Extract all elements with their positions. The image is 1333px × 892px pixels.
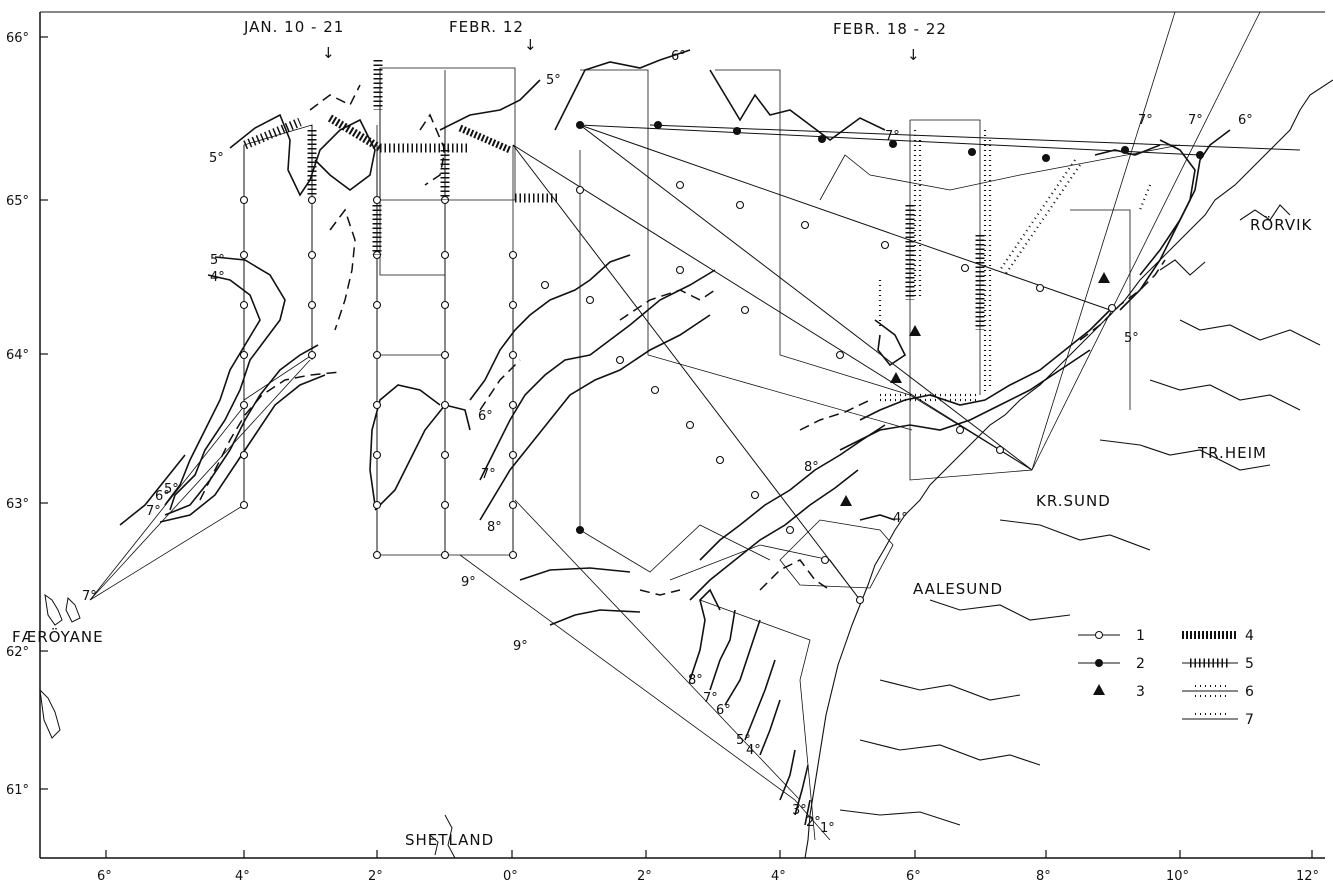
isotherm-label: 7°: [82, 589, 97, 604]
faroe-islands: [39, 593, 81, 739]
isotherm-label: 6°: [155, 489, 170, 504]
lon-label-8e: 8°: [1036, 869, 1051, 884]
place-label-aalesund: AALESUND: [913, 580, 1003, 598]
axis-ticks: [40, 36, 1313, 858]
lon-label-0: 0°: [503, 869, 518, 884]
lat-label-62: 62°: [6, 645, 29, 660]
isotherm-label: 9°: [461, 575, 476, 590]
isotherm-label: 3°: [792, 803, 807, 818]
lat-label-65: 65°: [6, 194, 29, 209]
isotherm-label: 5°: [164, 482, 179, 497]
isotherm-label: 6°: [716, 703, 731, 718]
place-label-krsund: KR.SUND: [1036, 492, 1111, 510]
lat-label-66: 66°: [6, 31, 29, 46]
legend-label-5: 5: [1245, 656, 1254, 672]
isotherm-label: 5°: [1124, 331, 1139, 346]
longitude-labels: 6° 4° 2° 0° 2° 4° 6° 8° 10° 12°: [97, 869, 1319, 884]
isotherm-label: 8°: [688, 673, 703, 688]
lon-label-6w: 6°: [97, 869, 112, 884]
isotherm-labels: 5° 6° 7° 7° 7° 6° 5° 5° 4° 5° 6° 7° 7° 6…: [82, 49, 1253, 836]
period-arrow-jan: ↓: [322, 44, 336, 62]
lon-label-2w: 2°: [368, 869, 383, 884]
isotherm-label: 5°: [209, 151, 224, 166]
cruise-tracks: [89, 11, 1261, 841]
isotherm-label: 7°: [1138, 113, 1153, 128]
map-frame: [39, 11, 1325, 859]
dotted-tracks: [878, 130, 1152, 402]
isotherm-label: 6°: [671, 49, 686, 64]
place-label-trheim: TR.HEIM: [1197, 444, 1267, 462]
legend-label-4: 4: [1245, 628, 1254, 644]
latitude-labels: 66° 65° 64° 63° 62° 61°: [6, 31, 29, 798]
period-arrow-febr12: ↓: [524, 36, 538, 54]
legend-item-4: 4: [1182, 628, 1254, 644]
lon-label-2e: 2°: [637, 869, 652, 884]
isotherm-label: 7°: [146, 504, 161, 519]
lat-label-64: 64°: [6, 348, 29, 363]
legend-label-1: 1: [1136, 628, 1145, 644]
isotherm-label: 8°: [487, 520, 502, 535]
lon-label-12e: 12°: [1296, 869, 1319, 884]
isotherm-label: 7°: [481, 467, 496, 482]
legend-item-6: 6: [1182, 684, 1254, 700]
lon-label-6e: 6°: [906, 869, 921, 884]
norway-coastline: [804, 79, 1333, 859]
period-label-febr18: FEBR. 18 - 22: [833, 20, 947, 38]
lat-label-61: 61°: [6, 783, 29, 798]
shetland-islands: [429, 814, 456, 859]
period-labels: JAN. 10 - 21 ↓ FEBR. 12 ↓ FEBR. 18 - 22 …: [243, 18, 947, 64]
isotherm-label: 4°: [893, 511, 908, 526]
legend-item-3: 3: [1093, 684, 1145, 700]
lat-label-63: 63°: [6, 497, 29, 512]
dashed-isotherm-lines: [199, 84, 1166, 596]
isotherm-label: 6°: [1238, 113, 1253, 128]
isotherm-label: 6°: [478, 409, 493, 424]
legend-item-2: 2: [1078, 656, 1145, 672]
isotherm-label: 9°: [513, 639, 528, 654]
period-arrow-febr18: ↓: [907, 46, 921, 64]
lon-label-10e: 10°: [1166, 869, 1189, 884]
lon-label-4e: 4°: [771, 869, 786, 884]
isotherm-lines: [119, 49, 1231, 826]
station-markers: [239, 180, 1117, 605]
place-label-faeroyane: FÆRÖYANE: [12, 627, 104, 646]
map-legend: 1 2 3 4 5 6 7: [1078, 628, 1254, 728]
period-label-jan: JAN. 10 - 21: [243, 18, 344, 36]
isotherm-label: 1°: [820, 821, 835, 836]
legend-item-5: 5: [1182, 656, 1254, 672]
legend-item-1: 1: [1078, 628, 1145, 644]
legend-label-2: 2: [1136, 656, 1145, 672]
legend-label-3: 3: [1136, 684, 1145, 700]
legend-label-6: 6: [1245, 684, 1254, 700]
cross-hatched-track: [327, 114, 512, 154]
isotherm-label: 4°: [210, 270, 225, 285]
isotherm-label: 5°: [546, 73, 561, 88]
lon-label-4w: 4°: [235, 869, 250, 884]
triangle-markers: [840, 272, 1110, 506]
place-names: RÖRVIK TR.HEIM KR.SUND AALESUND FÆRÖYANE…: [12, 215, 1313, 849]
isotherm-label: 8°: [804, 460, 819, 475]
dense-tick-track: [243, 60, 985, 330]
legend-label-7: 7: [1245, 712, 1254, 728]
isotherm-label: 7°: [1188, 113, 1203, 128]
place-label-rorvik: RÖRVIK: [1250, 215, 1313, 234]
station-lines: [243, 124, 1301, 601]
legend-item-7: 7: [1182, 712, 1254, 728]
period-label-febr12: FEBR. 12: [449, 18, 524, 36]
isotherm-label: 5°: [210, 253, 225, 268]
half-filled-station-markers: [575, 120, 1205, 535]
